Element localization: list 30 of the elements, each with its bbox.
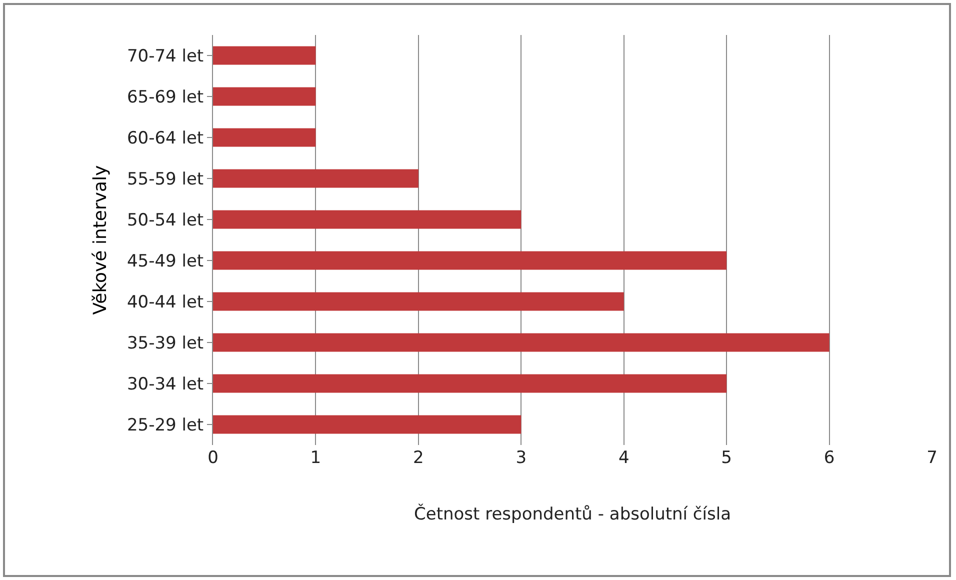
y-tick-label: 50-54 let [126, 210, 204, 230]
y-tick-label: 70-74 let [126, 46, 204, 66]
y-tick-label: 25-29 let [126, 415, 204, 436]
x-tick-label: 5 [721, 448, 732, 468]
x-tick-label: 6 [824, 448, 835, 468]
x-tick-label: 4 [618, 448, 630, 468]
y-tick-label: 30-34 let [126, 374, 204, 394]
x-tick-label: 1 [310, 448, 322, 468]
bar [213, 87, 316, 106]
x-tick-label: 7 [926, 448, 938, 468]
y-axis-title: Věkové intervaly [90, 164, 112, 315]
x-tick-label: 0 [208, 448, 218, 468]
y-tick-label: 55-59 let [126, 169, 204, 190]
y-tick-label: 60-64 let [126, 128, 204, 148]
bar [213, 251, 727, 270]
bar [213, 292, 624, 311]
y-tick-label: 65-69 let [126, 87, 204, 108]
x-tick-label: 3 [516, 448, 527, 468]
bar [213, 169, 418, 188]
bar [213, 333, 830, 352]
y-tick-label: 35-39 let [126, 333, 204, 354]
x-tick-label: 2 [413, 448, 424, 468]
bar [213, 374, 727, 393]
x-axis-title: Četnost respondentů - absolutní čísla [414, 503, 731, 524]
y-tick-label: 40-44 let [126, 292, 204, 312]
bar [213, 128, 316, 147]
bar [213, 210, 522, 229]
bar [213, 415, 522, 434]
bar [213, 46, 316, 65]
y-tick-label: 45-49 let [126, 251, 204, 272]
